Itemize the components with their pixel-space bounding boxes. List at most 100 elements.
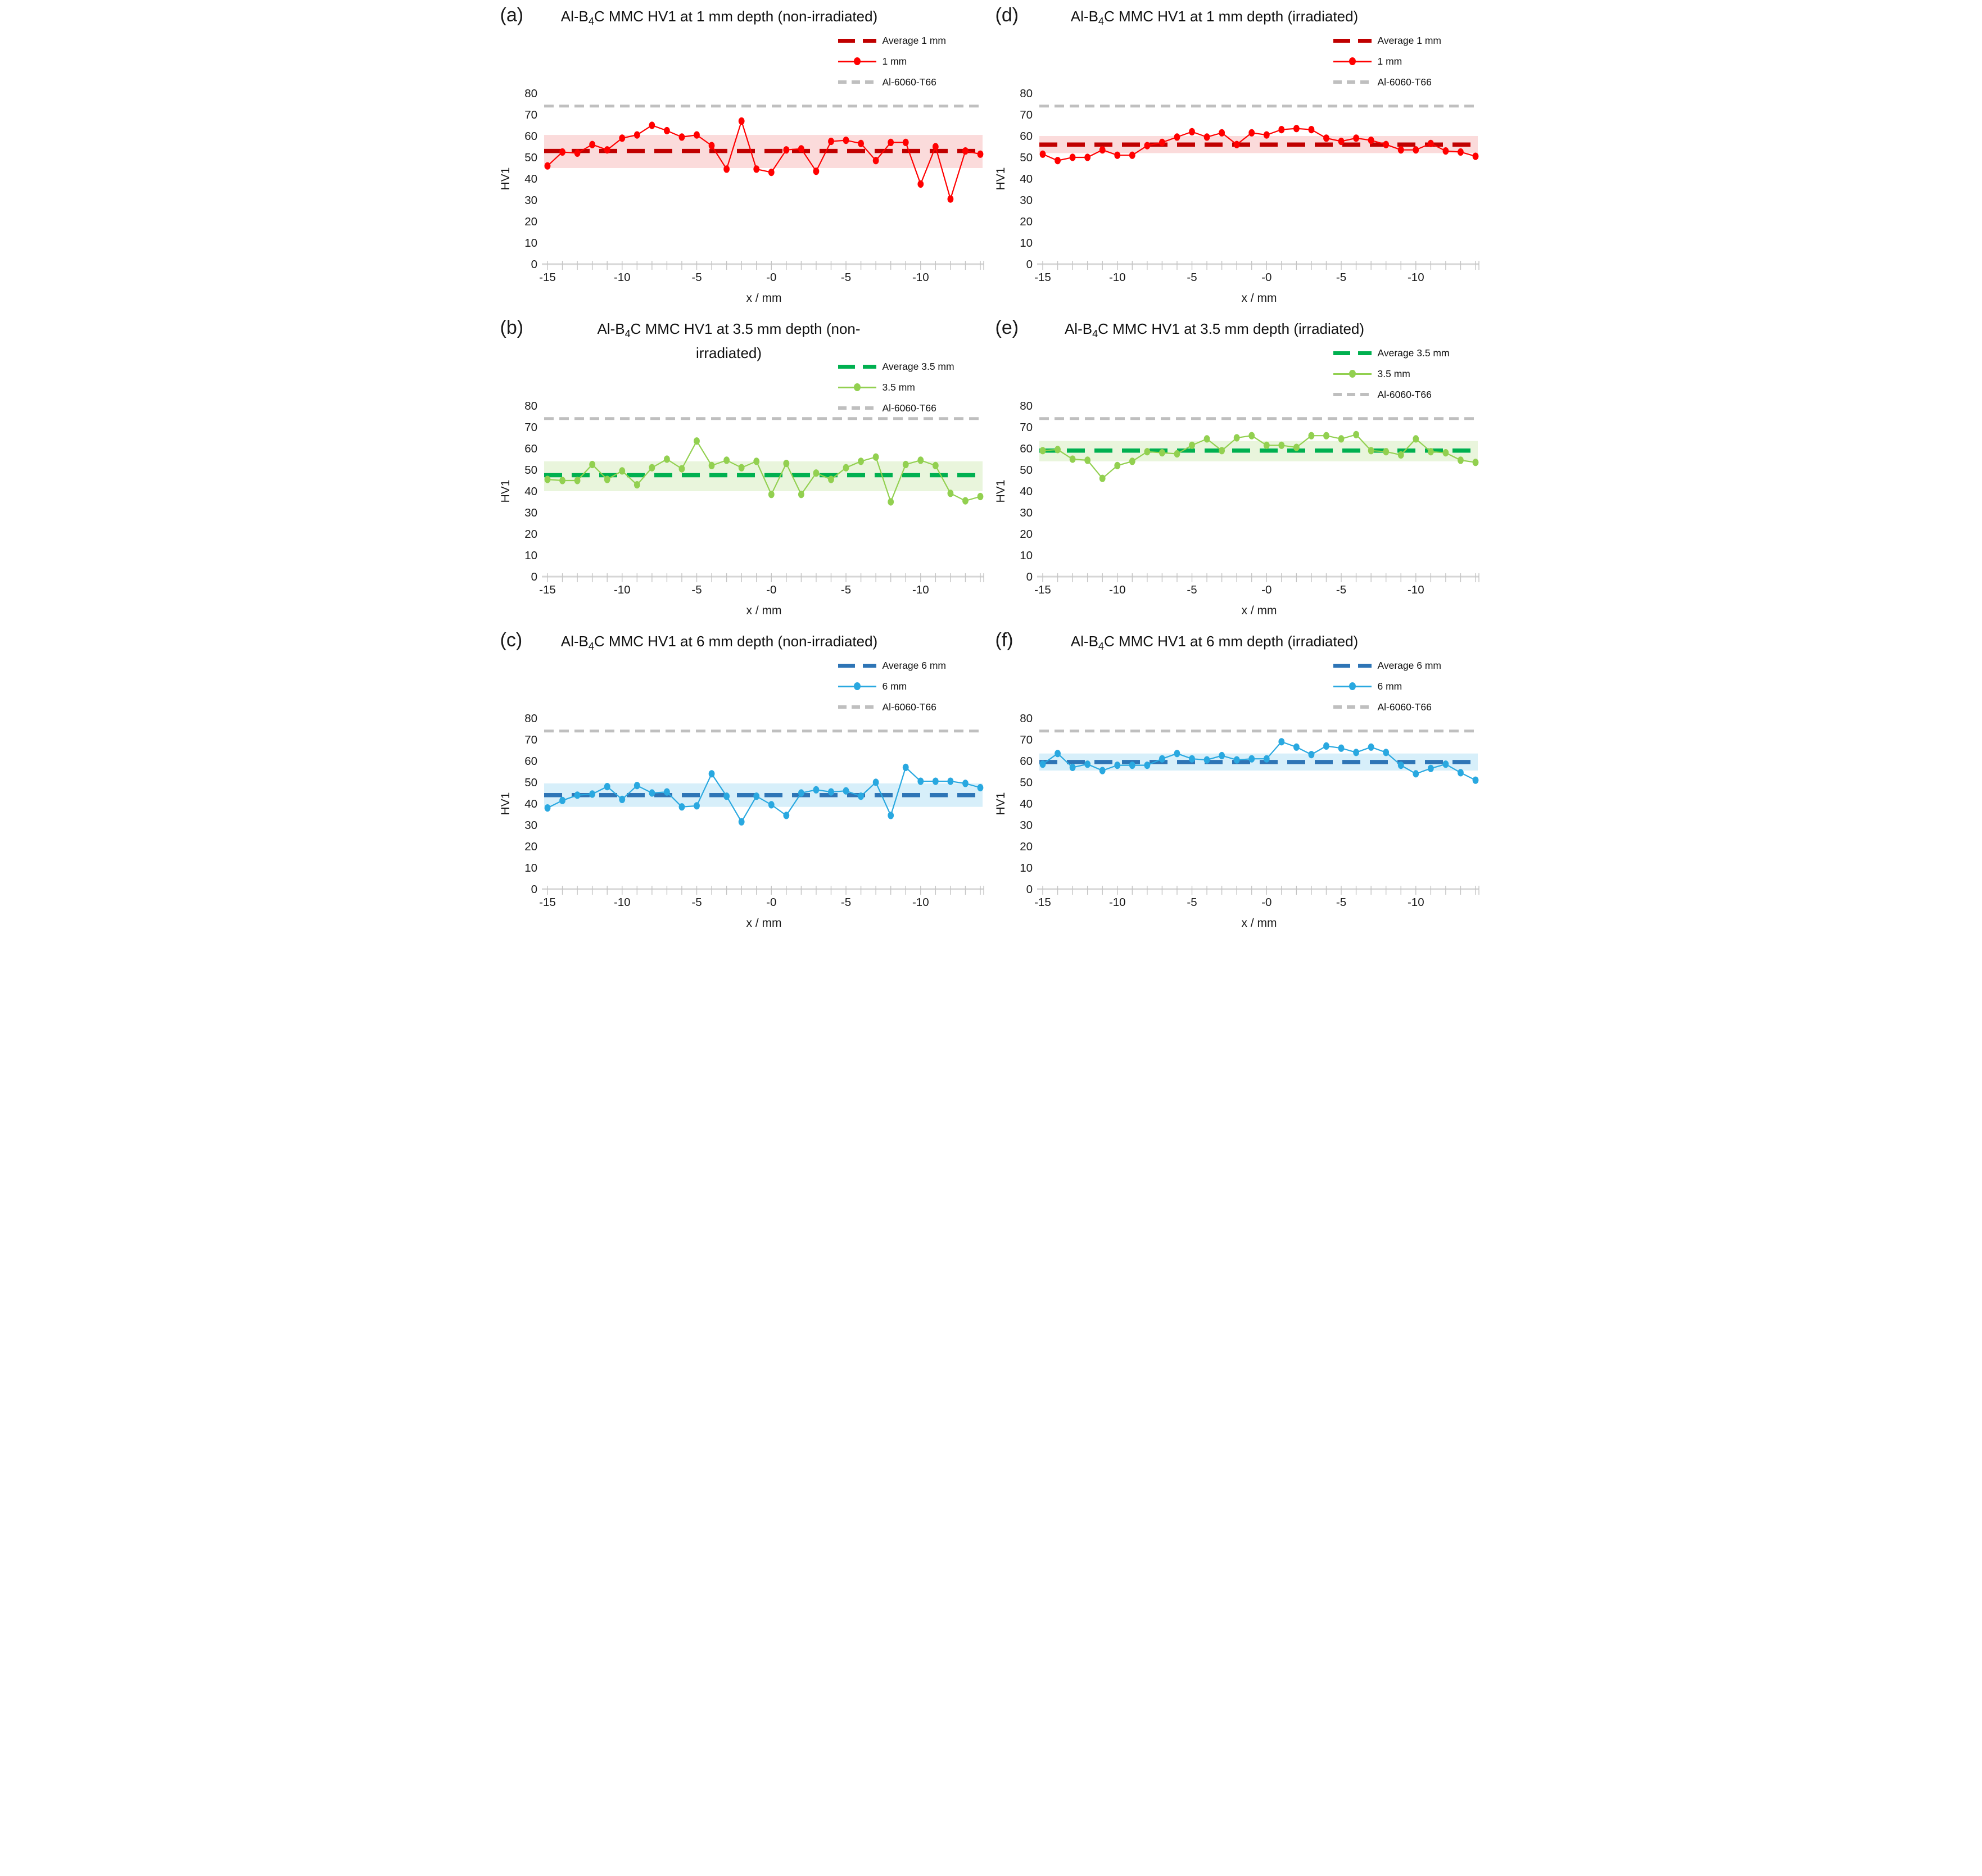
data-point: [768, 801, 775, 809]
x-tick-label: -0: [1261, 896, 1271, 909]
x-axis-title: x / mm: [1241, 604, 1277, 617]
data-point: [1263, 441, 1270, 449]
legend-label: Al-6060-T66: [1377, 76, 1432, 88]
series-line: [1042, 434, 1476, 479]
data-point: [693, 437, 700, 445]
data-point: [977, 783, 983, 792]
data-point: [589, 460, 595, 469]
y-tick-label: 0: [1026, 883, 1032, 896]
legend-item-average: Average 6 mm: [838, 660, 989, 671]
data-point: [618, 134, 625, 142]
y-tick-label: 30: [524, 819, 537, 832]
data-point: [1442, 449, 1449, 457]
x-tick-label: -5: [1336, 583, 1346, 596]
data-point: [1368, 743, 1374, 751]
legend-item-series: 3.5 mm: [1333, 368, 1484, 379]
data-point: [738, 818, 745, 826]
reference-line-sample: [1333, 80, 1372, 84]
data-point: [932, 461, 939, 469]
y-axis-title: HV1: [499, 480, 512, 503]
data-point: [932, 777, 939, 785]
x-tick-label: -5: [691, 583, 702, 596]
data-point: [559, 148, 565, 156]
legend-item-reference: Al-6060-T66: [838, 402, 989, 414]
x-axis-title: x / mm: [746, 604, 781, 617]
data-point: [678, 133, 685, 141]
data-point: [813, 167, 819, 175]
data-point: [663, 126, 670, 135]
x-tick-label: -5: [691, 896, 702, 909]
data-point: [1084, 153, 1090, 161]
y-tick-label: 30: [524, 506, 537, 519]
data-point: [1338, 137, 1344, 146]
y-tick-label: 20: [524, 215, 537, 228]
y-tick-label: 20: [524, 840, 537, 853]
data-point: [544, 804, 550, 812]
reference-line-sample: [838, 406, 876, 410]
x-tick-label: -10: [1108, 583, 1125, 596]
data-point: [604, 475, 610, 483]
data-point: [1442, 760, 1449, 768]
data-point: [1218, 447, 1225, 455]
data-point: [1397, 451, 1404, 459]
data-point: [574, 791, 581, 799]
legend-label: 6 mm: [882, 680, 907, 692]
data-point: [1159, 138, 1165, 146]
data-point: [618, 467, 625, 475]
data-point: [633, 131, 640, 139]
series-line-sample: [838, 386, 876, 388]
data-point: [604, 146, 610, 154]
legend-item-average: Average 3.5 mm: [1333, 347, 1484, 359]
legend-label: 3.5 mm: [1377, 368, 1410, 379]
x-axis-title: x / mm: [1241, 917, 1277, 930]
legend-item-reference: Al-6060-T66: [838, 701, 989, 713]
y-tick-label: 40: [1020, 173, 1033, 185]
y-tick-label: 10: [524, 237, 537, 250]
legend-item-average: Average 1 mm: [1333, 35, 1484, 46]
data-point: [1323, 742, 1329, 750]
data-point: [693, 802, 700, 810]
x-tick-label: -15: [539, 583, 556, 596]
legend-label: Average 3.5 mm: [882, 360, 954, 372]
data-point: [932, 143, 939, 151]
legend-label: Average 6 mm: [1377, 659, 1441, 671]
y-tick-label: 80: [524, 712, 537, 725]
series-line-sample: [1333, 60, 1372, 62]
x-tick-label: -15: [539, 271, 556, 284]
data-point: [1069, 763, 1076, 771]
data-point: [827, 475, 834, 483]
y-tick-label: 0: [1026, 570, 1032, 583]
data-point: [1069, 153, 1076, 161]
chart-title: Al-B4C MMC HV1 at 1 mm depth (non-irradi…: [540, 7, 899, 31]
data-point: [1039, 447, 1046, 455]
data-point: [1174, 750, 1180, 758]
y-tick-label: 80: [524, 400, 537, 413]
data-point: [663, 455, 670, 463]
data-point: [708, 770, 714, 778]
y-tick-label: 40: [1020, 485, 1033, 498]
data-point: [827, 137, 834, 146]
data-point: [813, 786, 819, 794]
x-tick-label: -10: [1407, 896, 1424, 909]
x-tick-label: -10: [1407, 583, 1424, 596]
average-line-sample: [838, 38, 876, 43]
plot-area: 0 10 20 30 40 50 60 70 80 -15 -10 -5 -0 -5 -10 x / mm HV…: [994, 712, 1479, 930]
y-tick-label: 30: [1020, 819, 1033, 832]
x-tick-label: -10: [613, 896, 630, 909]
x-tick-label: -5: [1336, 896, 1346, 909]
data-point: [1457, 456, 1464, 464]
data-point: [574, 477, 581, 484]
data-point: [723, 792, 730, 800]
chart-title: Al-B4C MMC HV1 at 1 mm depth (irradiated…: [1035, 7, 1395, 31]
y-tick-label: 10: [524, 862, 537, 874]
title-text: C MMC HV1 at 3.5 mm depth (irradiated): [1098, 320, 1365, 337]
y-tick-label: 20: [1020, 215, 1033, 228]
data-point: [977, 492, 983, 501]
y-tick-label: 60: [524, 130, 537, 143]
data-point: [1278, 441, 1284, 449]
title-text: Al-B: [1064, 320, 1093, 337]
title-text: Al-B: [1070, 633, 1098, 650]
data-point: [887, 498, 894, 506]
data-point: [1218, 129, 1225, 137]
legend-item-average: Average 3.5 mm: [838, 361, 989, 372]
